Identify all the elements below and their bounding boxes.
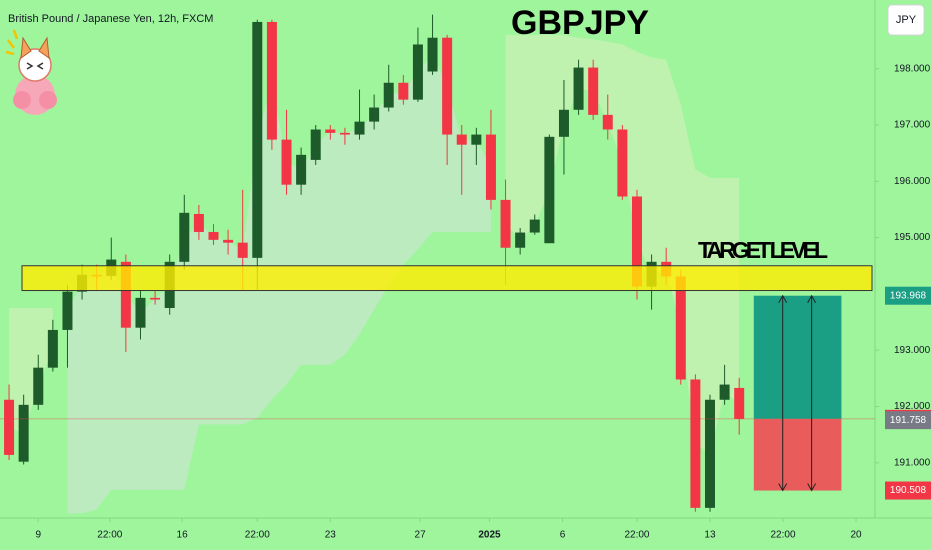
candle-body <box>471 134 482 145</box>
x-tick-label: 22:00 <box>245 530 270 541</box>
candle-body <box>573 67 584 110</box>
candle-body <box>544 136 555 244</box>
candle-body <box>325 129 336 133</box>
candle-body <box>208 231 219 240</box>
x-tick-label: 2025 <box>478 530 501 541</box>
candle-body <box>223 239 234 243</box>
profit-zone <box>753 295 842 419</box>
x-tick-label: 22:00 <box>624 530 649 541</box>
y-tick-label: 198.000 <box>894 63 931 74</box>
candle-body <box>734 387 745 419</box>
price-label: 190.508 <box>890 485 927 496</box>
indicator-fill <box>505 34 740 454</box>
price-label-bg <box>885 481 931 500</box>
candle-body <box>690 379 701 508</box>
loss-zone <box>753 418 842 491</box>
chart-header: British Pound / Japanese Yen, 12h, FXCM <box>8 13 213 25</box>
candle-body <box>442 37 453 135</box>
x-tick-label: 22:00 <box>770 530 795 541</box>
candle-body <box>704 399 715 508</box>
candle-body <box>369 107 380 122</box>
candle-body <box>675 276 686 380</box>
candle-body <box>33 367 44 405</box>
x-tick-label: 27 <box>415 530 427 541</box>
chart-title: GBPJPY <box>511 4 649 42</box>
price-label: 193.968 <box>890 290 927 301</box>
candle-body <box>62 291 73 330</box>
candle-body <box>252 21 263 258</box>
candle-body <box>427 37 438 72</box>
candle-body <box>47 329 58 368</box>
candle-body <box>266 21 277 140</box>
candle-body <box>456 134 467 145</box>
plot-area: TARGET LEVEL <box>0 15 875 514</box>
logo <box>5 29 57 115</box>
candle-body <box>339 132 350 135</box>
candle-body <box>383 82 394 108</box>
candle-body <box>296 154 307 185</box>
candle-body <box>485 134 496 200</box>
candle-body <box>120 261 131 328</box>
candle-body <box>18 404 29 462</box>
candle-body <box>617 129 628 197</box>
indicator-fill <box>9 307 53 434</box>
candle-body <box>281 139 292 185</box>
currency-button[interactable] <box>887 4 925 36</box>
candle-body <box>4 399 15 455</box>
candle-body <box>719 384 730 400</box>
arrow-head <box>807 294 817 492</box>
candle-body <box>515 232 526 248</box>
x-tick-label: 16 <box>177 530 189 541</box>
price-label-bg <box>885 286 931 305</box>
x-tick-label: 22:00 <box>97 530 122 541</box>
candle-body <box>588 67 599 115</box>
candle-body <box>237 242 248 258</box>
candle-body <box>398 82 409 100</box>
candle-body <box>631 196 642 287</box>
candle-body <box>354 121 365 135</box>
x-tick-label: 20 <box>850 530 862 541</box>
y-tick-label: 197.000 <box>894 120 931 131</box>
price-label: 191.758 <box>890 415 927 426</box>
candle-body <box>412 44 423 100</box>
price-label-bg <box>885 411 931 430</box>
arrow-head <box>778 294 788 492</box>
currency-label: JPY <box>896 14 917 26</box>
candle-body <box>179 212 190 262</box>
candle-body <box>529 219 540 233</box>
candle-body <box>135 297 146 328</box>
x-tick-label: 6 <box>560 530 566 541</box>
y-tick-label: 193.000 <box>894 345 931 356</box>
candle-body <box>193 213 204 232</box>
x-tick-label: 9 <box>35 530 41 541</box>
target-zone <box>21 265 873 292</box>
y-tick-label: 192.000 <box>894 401 931 412</box>
x-tick-label: 23 <box>325 530 337 541</box>
annotation: TARGET LEVEL <box>698 237 828 263</box>
candle-body <box>558 109 569 137</box>
candle-body <box>150 297 161 300</box>
y-tick-label: 195.000 <box>894 232 931 243</box>
candle-body <box>310 129 321 160</box>
y-tick-label: 191.000 <box>894 457 931 468</box>
x-tick-label: 13 <box>704 530 716 541</box>
candle-body <box>500 199 511 248</box>
candle-body <box>602 114 613 130</box>
y-tick-label: 196.000 <box>894 176 931 187</box>
